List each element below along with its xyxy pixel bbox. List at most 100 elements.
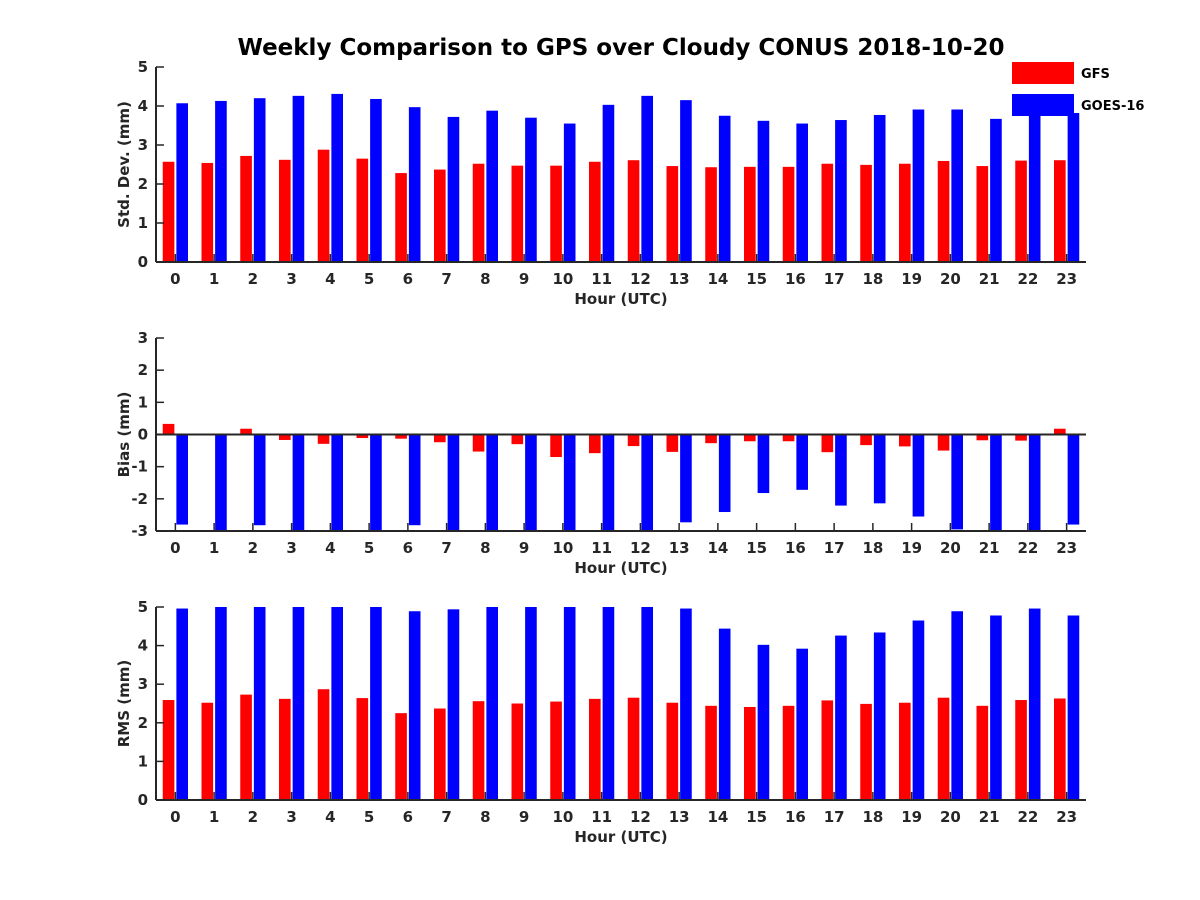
bar-gfs-hour-7 [434, 169, 446, 262]
x-tick-label: 21 [979, 270, 1000, 288]
x-tick-label: 9 [519, 808, 529, 826]
x-tick-label: 1 [209, 539, 219, 557]
bar-goes-16-hour-12 [641, 95, 653, 262]
bar-gfs-hour-20 [937, 434, 950, 451]
chart-title: Weekly Comparison to GPS over Cloudy CON… [238, 35, 1005, 61]
x-tick-label: 9 [519, 270, 529, 288]
bar-gfs-hour-19 [899, 434, 911, 447]
bar-gfs-hour-18 [860, 164, 872, 262]
bar-gfs-hour-1 [201, 162, 214, 262]
bar-goes-16-hour-8 [486, 434, 498, 531]
bar-goes-16-hour-14 [718, 628, 731, 800]
bar-goes-16-hour-22 [1028, 434, 1041, 531]
x-tick-label: 4 [325, 539, 335, 557]
x-tick-label: 22 [1017, 808, 1038, 826]
bar-gfs-hour-16 [782, 705, 795, 800]
y-tick-label: 5 [138, 58, 148, 76]
x-tick-label: 19 [901, 808, 922, 826]
x-tick-label: 2 [248, 808, 258, 826]
bar-gfs-hour-18 [860, 434, 872, 446]
x-tick-label: 13 [669, 270, 690, 288]
x-tick-label: 23 [1056, 539, 1077, 557]
y-tick-label: -1 [131, 458, 148, 476]
bar-goes-16-hour-17 [835, 120, 847, 262]
bar-goes-16-hour-2 [253, 607, 266, 800]
x-tick-label: 5 [364, 539, 374, 557]
bar-gfs-hour-0 [162, 423, 175, 435]
bar-goes-16-hour-20 [951, 109, 963, 262]
x-tick-label: 0 [170, 539, 180, 557]
bar-goes-16-hour-7 [447, 609, 460, 800]
bar-goes-16-hour-4 [331, 434, 343, 531]
bar-gfs-hour-9 [511, 703, 524, 800]
bar-gfs-hour-19 [899, 702, 911, 800]
bar-goes-16-hour-23 [1067, 434, 1080, 525]
x-tick-label: 0 [170, 808, 180, 826]
bar-goes-16-hour-18 [873, 114, 886, 262]
bar-gfs-hour-20 [937, 160, 950, 262]
x-tick-label: 20 [940, 270, 961, 288]
y-tick-label: 3 [138, 675, 148, 693]
y-tick-label: 3 [138, 329, 148, 347]
bar-goes-16-hour-3 [292, 434, 305, 531]
x-axis-label: Hour (UTC) [574, 828, 667, 846]
x-tick-label: 8 [480, 270, 490, 288]
y-tick-label: -2 [131, 490, 148, 508]
x-tick-label: 23 [1056, 808, 1077, 826]
bar-gfs-hour-11 [589, 161, 601, 262]
bar-goes-16-hour-6 [408, 434, 421, 526]
x-tick-label: 1 [209, 808, 219, 826]
bar-gfs-hour-0 [162, 700, 175, 800]
x-tick-label: 12 [630, 270, 651, 288]
bar-gfs-hour-10 [550, 701, 562, 800]
bar-gfs-hour-21 [976, 166, 989, 262]
bar-gfs-hour-3 [279, 159, 291, 262]
bar-goes-16-hour-1 [215, 607, 227, 800]
x-tick-label: 10 [552, 539, 573, 557]
x-tick-label: 18 [862, 270, 883, 288]
x-tick-label: 11 [591, 539, 612, 557]
x-tick-label: 4 [325, 270, 335, 288]
bar-gfs-hour-17 [821, 434, 834, 453]
bar-goes-16-hour-2 [253, 98, 266, 262]
bar-gfs-hour-14 [705, 167, 717, 262]
bar-goes-16-hour-15 [757, 120, 770, 262]
bar-gfs-hour-11 [589, 434, 601, 454]
bar-gfs-hour-14 [705, 434, 717, 444]
x-tick-label: 0 [170, 270, 180, 288]
bar-goes-16-hour-5 [370, 607, 382, 800]
bar-gfs-hour-10 [550, 165, 562, 262]
x-tick-label: 15 [746, 539, 767, 557]
x-tick-label: 19 [901, 270, 922, 288]
x-tick-label: 14 [707, 270, 728, 288]
y-tick-label: -3 [131, 522, 148, 540]
bar-goes-16-hour-14 [718, 434, 731, 513]
x-tick-label: 23 [1056, 270, 1077, 288]
x-axis-label: Hour (UTC) [574, 559, 667, 577]
x-tick-label: 4 [325, 808, 335, 826]
bar-gfs-hour-20 [937, 697, 950, 800]
bar-gfs-hour-17 [821, 163, 834, 262]
bar-gfs-hour-6 [395, 434, 407, 439]
bar-gfs-hour-22 [1015, 434, 1027, 441]
x-tick-label: 14 [707, 539, 728, 557]
bar-goes-16-hour-13 [680, 608, 692, 800]
x-tick-label: 12 [630, 808, 651, 826]
bar-gfs-hour-5 [356, 434, 369, 439]
x-tick-label: 10 [552, 808, 573, 826]
x-tick-label: 18 [862, 808, 883, 826]
x-tick-label: 2 [248, 270, 258, 288]
chart-legend: GFS GOES-16 [1012, 62, 1144, 116]
bar-goes-16-hour-22 [1028, 113, 1041, 263]
bar-goes-16-hour-22 [1028, 608, 1041, 800]
x-tick-label: 3 [286, 539, 296, 557]
bar-goes-16-hour-10 [563, 123, 576, 262]
bar-gfs-hour-7 [434, 708, 446, 800]
x-tick-label: 13 [669, 539, 690, 557]
bar-gfs-hour-13 [666, 434, 679, 452]
bar-gfs-hour-16 [782, 434, 795, 442]
bar-goes-16-hour-10 [563, 607, 576, 800]
x-tick-label: 15 [746, 808, 767, 826]
x-tick-label: 19 [901, 539, 922, 557]
